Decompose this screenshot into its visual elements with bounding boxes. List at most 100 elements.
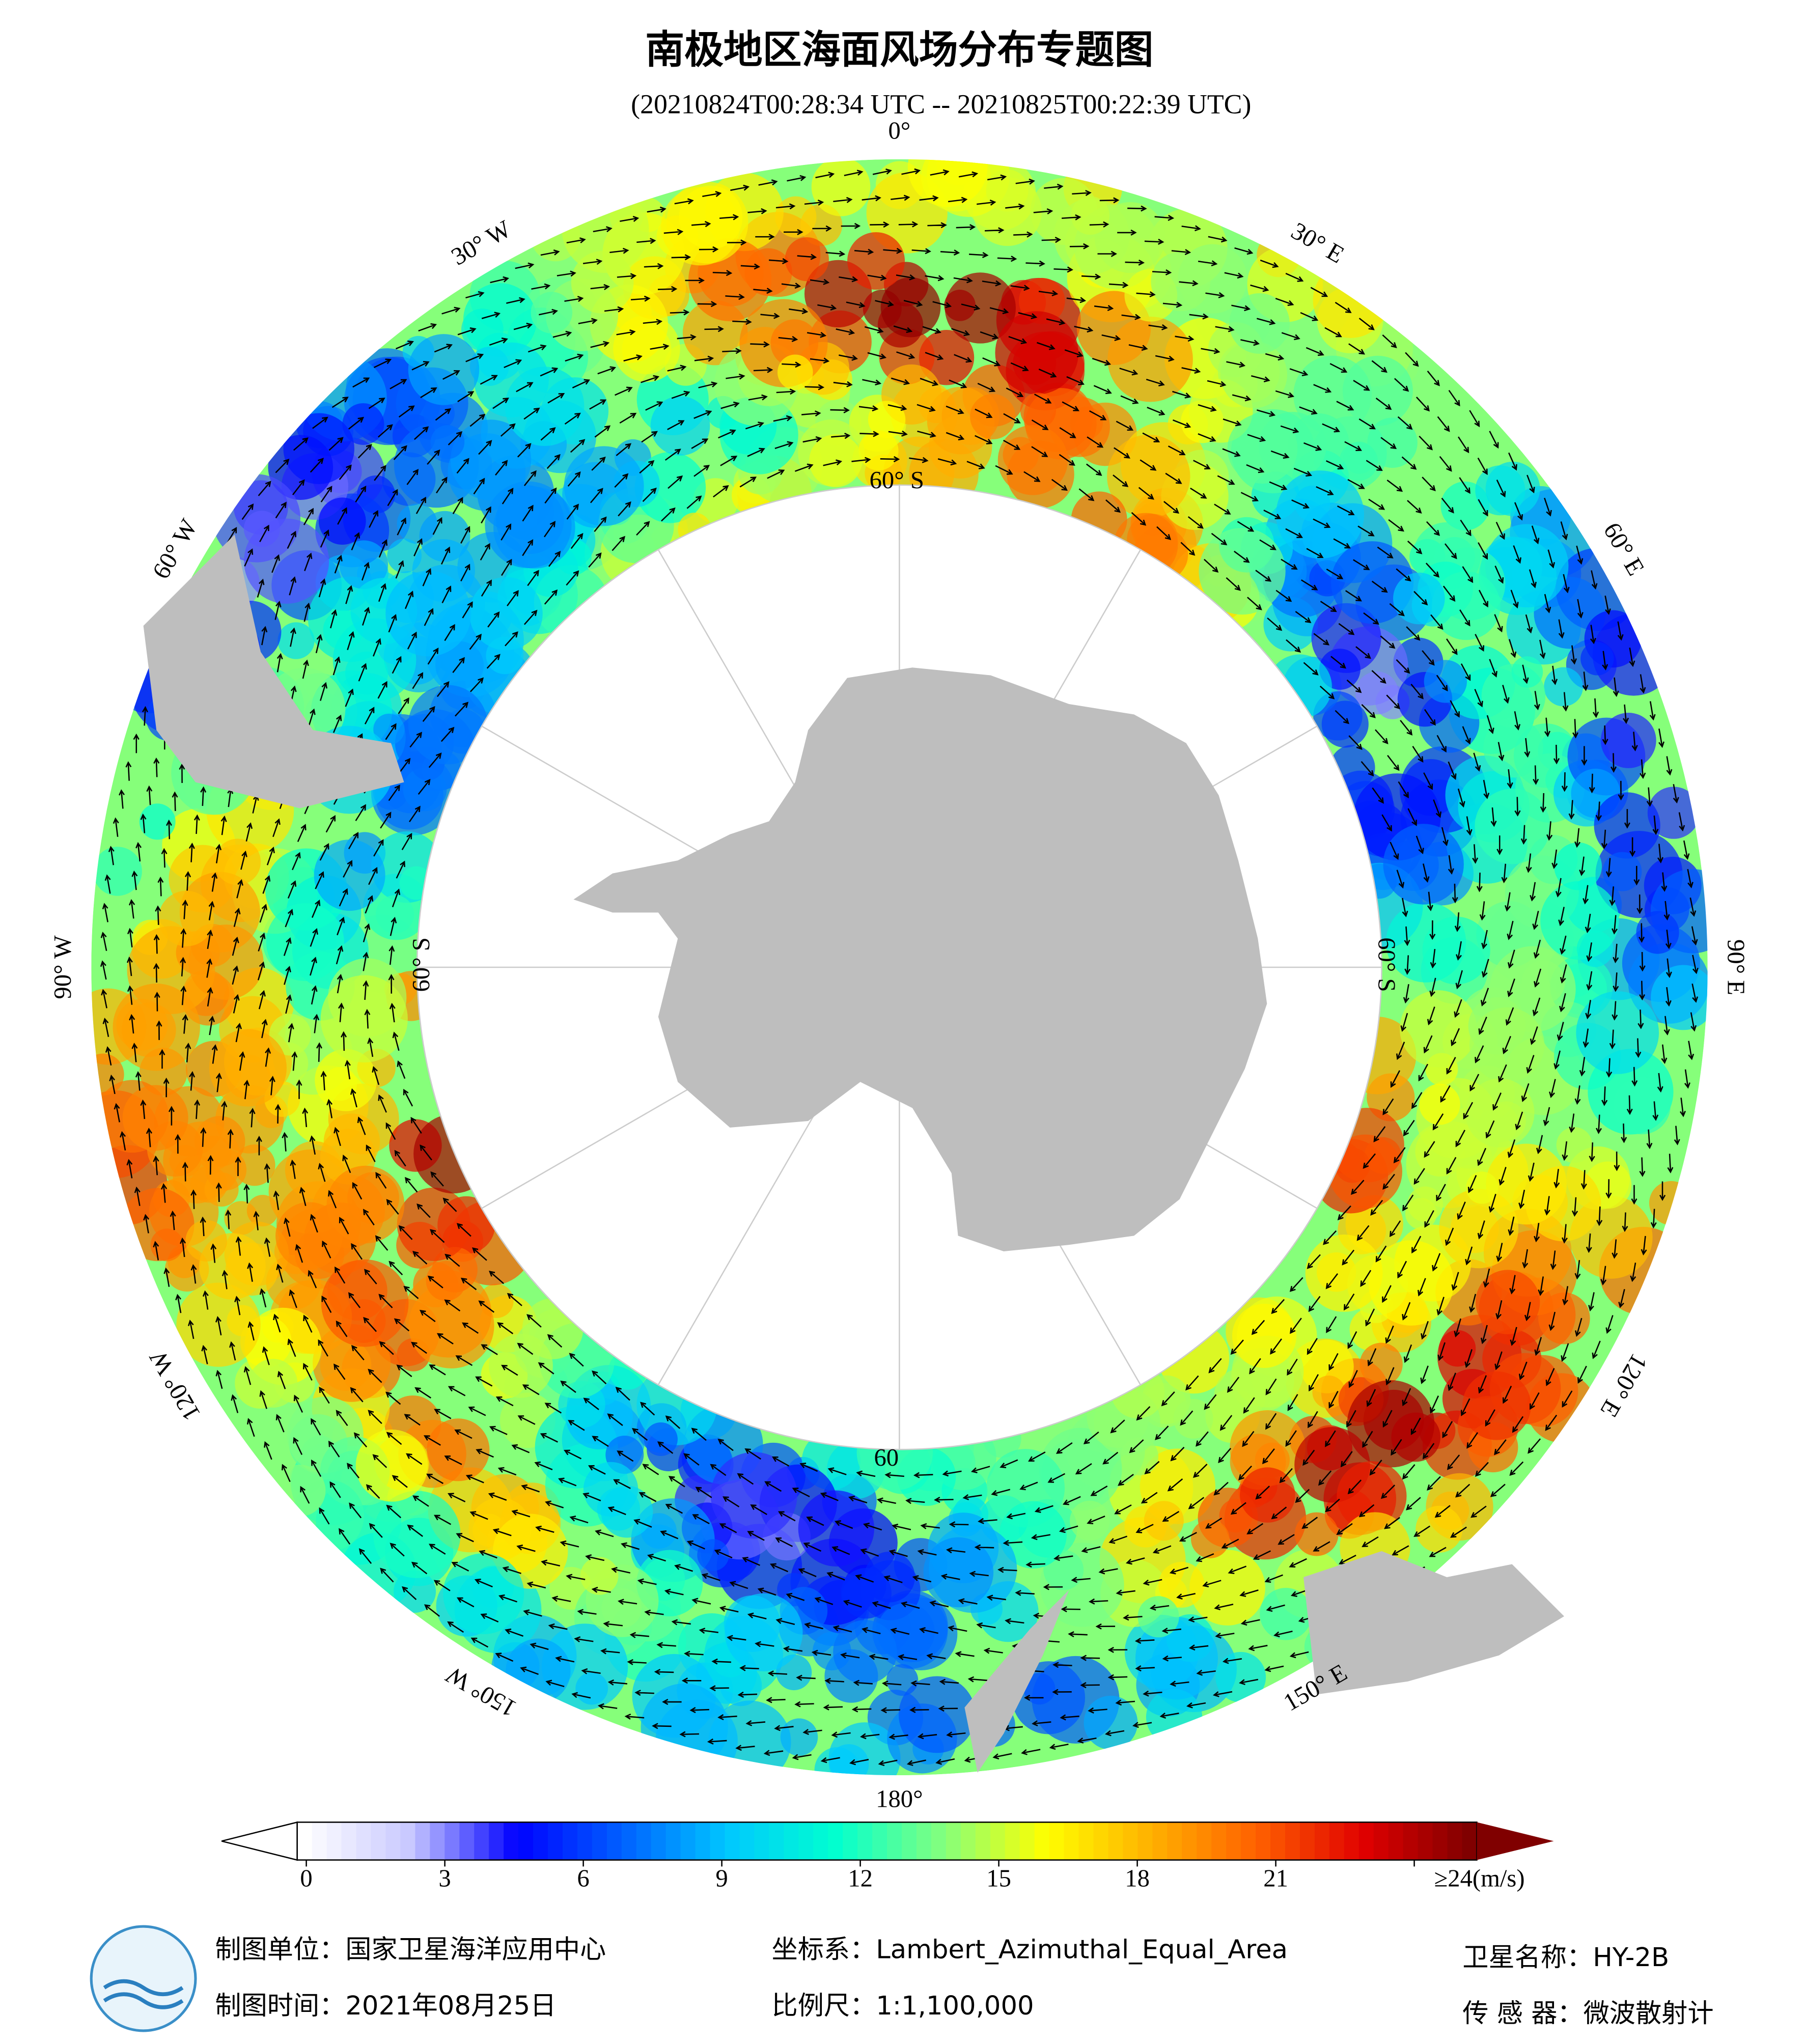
wind-cell [986,169,1029,212]
cbar-cell [1005,1822,1020,1860]
wind-cell [725,1593,803,1672]
wind-cell [320,1339,372,1391]
wind-cell [413,1114,493,1194]
cbar-cell [1256,1822,1271,1860]
wind-cell [1391,1412,1440,1462]
cbar-tick-label: 18 [1125,1865,1150,1892]
wind-cell [697,1539,729,1571]
wind-cell [1511,656,1543,688]
cbar-cell [1462,1822,1478,1860]
cbar-cell [769,1822,785,1860]
wind-cell [678,512,711,546]
wind-cell [1556,1127,1593,1163]
wind-cell [999,1501,1067,1569]
wind-cell [1313,262,1389,338]
wind-cell [1215,1651,1266,1702]
wind-cell [1190,1519,1230,1558]
cbar-cell [326,1822,342,1860]
cbar-cell [1137,1822,1153,1860]
cbar-tick-label: 0 [300,1865,312,1892]
wind-cell [1419,1083,1460,1125]
wind-cell [1294,1512,1339,1556]
wind-cell [770,319,819,367]
wind-cell [283,413,354,484]
wind-cell [158,890,214,946]
wind-cell [506,1638,571,1703]
cbar-cell [1226,1822,1242,1860]
wind-cell [1275,470,1365,559]
cbar-cell [385,1822,401,1860]
wind-cell [1647,787,1700,839]
wind-field [91,159,1708,1776]
lon-label: 30° E [1287,217,1349,269]
cbar-over [1477,1822,1554,1860]
wind-cell [275,1202,343,1270]
wind-cell [185,1220,227,1262]
cbar-cell [1270,1822,1286,1860]
cbar-cell [562,1822,578,1860]
cbar-cell [592,1822,608,1860]
cbar-cell [754,1822,770,1860]
wind-cell [1400,990,1477,1068]
wind-cell [1540,881,1619,960]
wind-cell [1189,1550,1265,1626]
wind-cell [907,159,988,207]
lat-label: 60° S [407,937,435,992]
lon-label: 90° W [49,935,76,999]
cbar-cell [1019,1822,1035,1860]
cbar-cell [1152,1822,1168,1860]
wind-cell [205,1149,247,1191]
wind-cell [387,538,422,573]
wind-cell [91,1053,124,1096]
subtitle: (20210824T00:28:34 UTC -- 20210825T00:22… [631,89,1251,120]
logo [90,1925,197,2032]
wind-cell [1158,1561,1205,1608]
cbar-cell [975,1822,991,1860]
wind-cell [1342,355,1413,426]
cbar-cell [1241,1822,1257,1860]
wind-cell [995,311,1079,395]
cbar-cell [946,1822,962,1860]
cbar-cell [739,1822,755,1860]
wind-cell [463,283,537,357]
cbar-cell [665,1822,681,1860]
cbar-cell [547,1822,564,1860]
wind-cell [1359,1342,1403,1386]
cbar-cell [341,1822,357,1860]
wind-cell [355,1430,428,1502]
cbar-cell [843,1822,858,1860]
wind-arrows [100,168,1699,1767]
wind-cell [1328,1134,1403,1209]
cbar-cell [504,1822,519,1860]
wind-cell [1267,654,1332,719]
cbar-cell [1388,1822,1404,1860]
satellite: 卫星名称：HY-2B [1462,1942,1669,1973]
wind-cell [1220,341,1288,408]
wind-cell [505,367,585,446]
title: 南极地区海面风场分布专题图 [645,27,1153,73]
cbar-cell [606,1822,623,1860]
cbar-cell [1299,1822,1316,1860]
cbar-cell [297,1822,313,1860]
cbar-tick-label: 9 [715,1865,728,1892]
wind-cell [1602,852,1642,891]
cbar-cell [710,1822,726,1860]
wind-cell [450,419,532,500]
cbar-cell [371,1822,386,1860]
wind-cell [1260,1588,1312,1640]
cbar-cell [312,1822,327,1860]
cbar-cell [695,1822,711,1860]
wind-cell [1424,660,1467,703]
wind-cell [266,903,344,982]
wind-cell [122,1085,188,1151]
cbar-cell [1197,1822,1212,1860]
wind-cell [970,394,1016,440]
cbar-cell [1403,1822,1419,1860]
wind-cell [828,1722,901,1776]
lon-label: 60° E [1598,518,1650,580]
wind-cell [708,1700,791,1776]
cbar-cell [518,1822,534,1860]
wind-cell [780,1718,818,1756]
wind-cell [1465,1078,1535,1147]
lon-label: 0° [888,117,910,145]
